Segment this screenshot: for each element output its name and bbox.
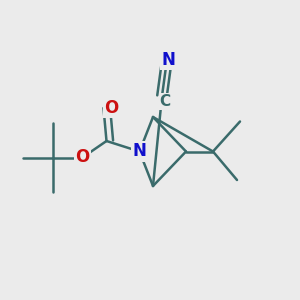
Text: O: O	[75, 148, 90, 166]
Text: N: N	[133, 142, 146, 160]
Text: O: O	[104, 99, 118, 117]
Text: C: C	[159, 94, 171, 109]
Text: N: N	[161, 51, 175, 69]
